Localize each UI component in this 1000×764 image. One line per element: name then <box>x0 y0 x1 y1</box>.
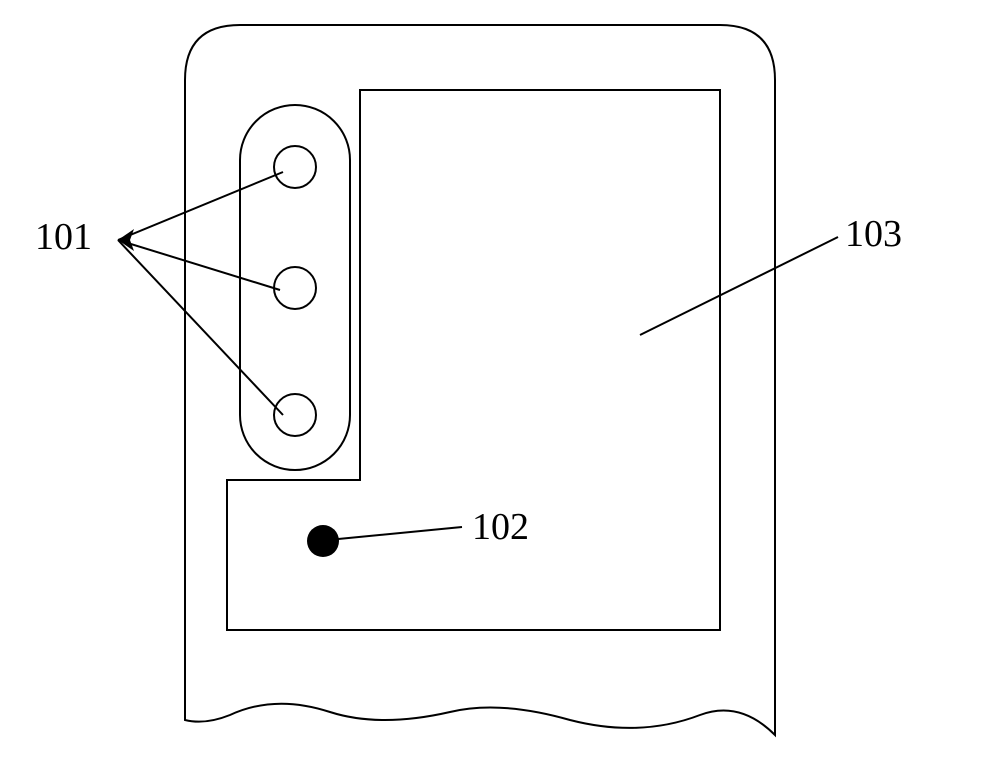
leader-101-a <box>118 172 283 240</box>
label-102: 102 <box>472 505 529 549</box>
inner-l-shape <box>227 90 720 630</box>
circle-101-bottom <box>274 394 316 436</box>
leader-103 <box>640 237 838 335</box>
label-103: 103 <box>845 212 902 256</box>
outer-body <box>185 25 775 735</box>
label-101: 101 <box>35 215 92 259</box>
technical-diagram <box>0 0 1000 764</box>
pill-container <box>240 105 350 470</box>
circle-101-middle <box>274 267 316 309</box>
dot-102 <box>307 525 339 557</box>
leader-102 <box>328 527 462 540</box>
circle-101-top <box>274 146 316 188</box>
